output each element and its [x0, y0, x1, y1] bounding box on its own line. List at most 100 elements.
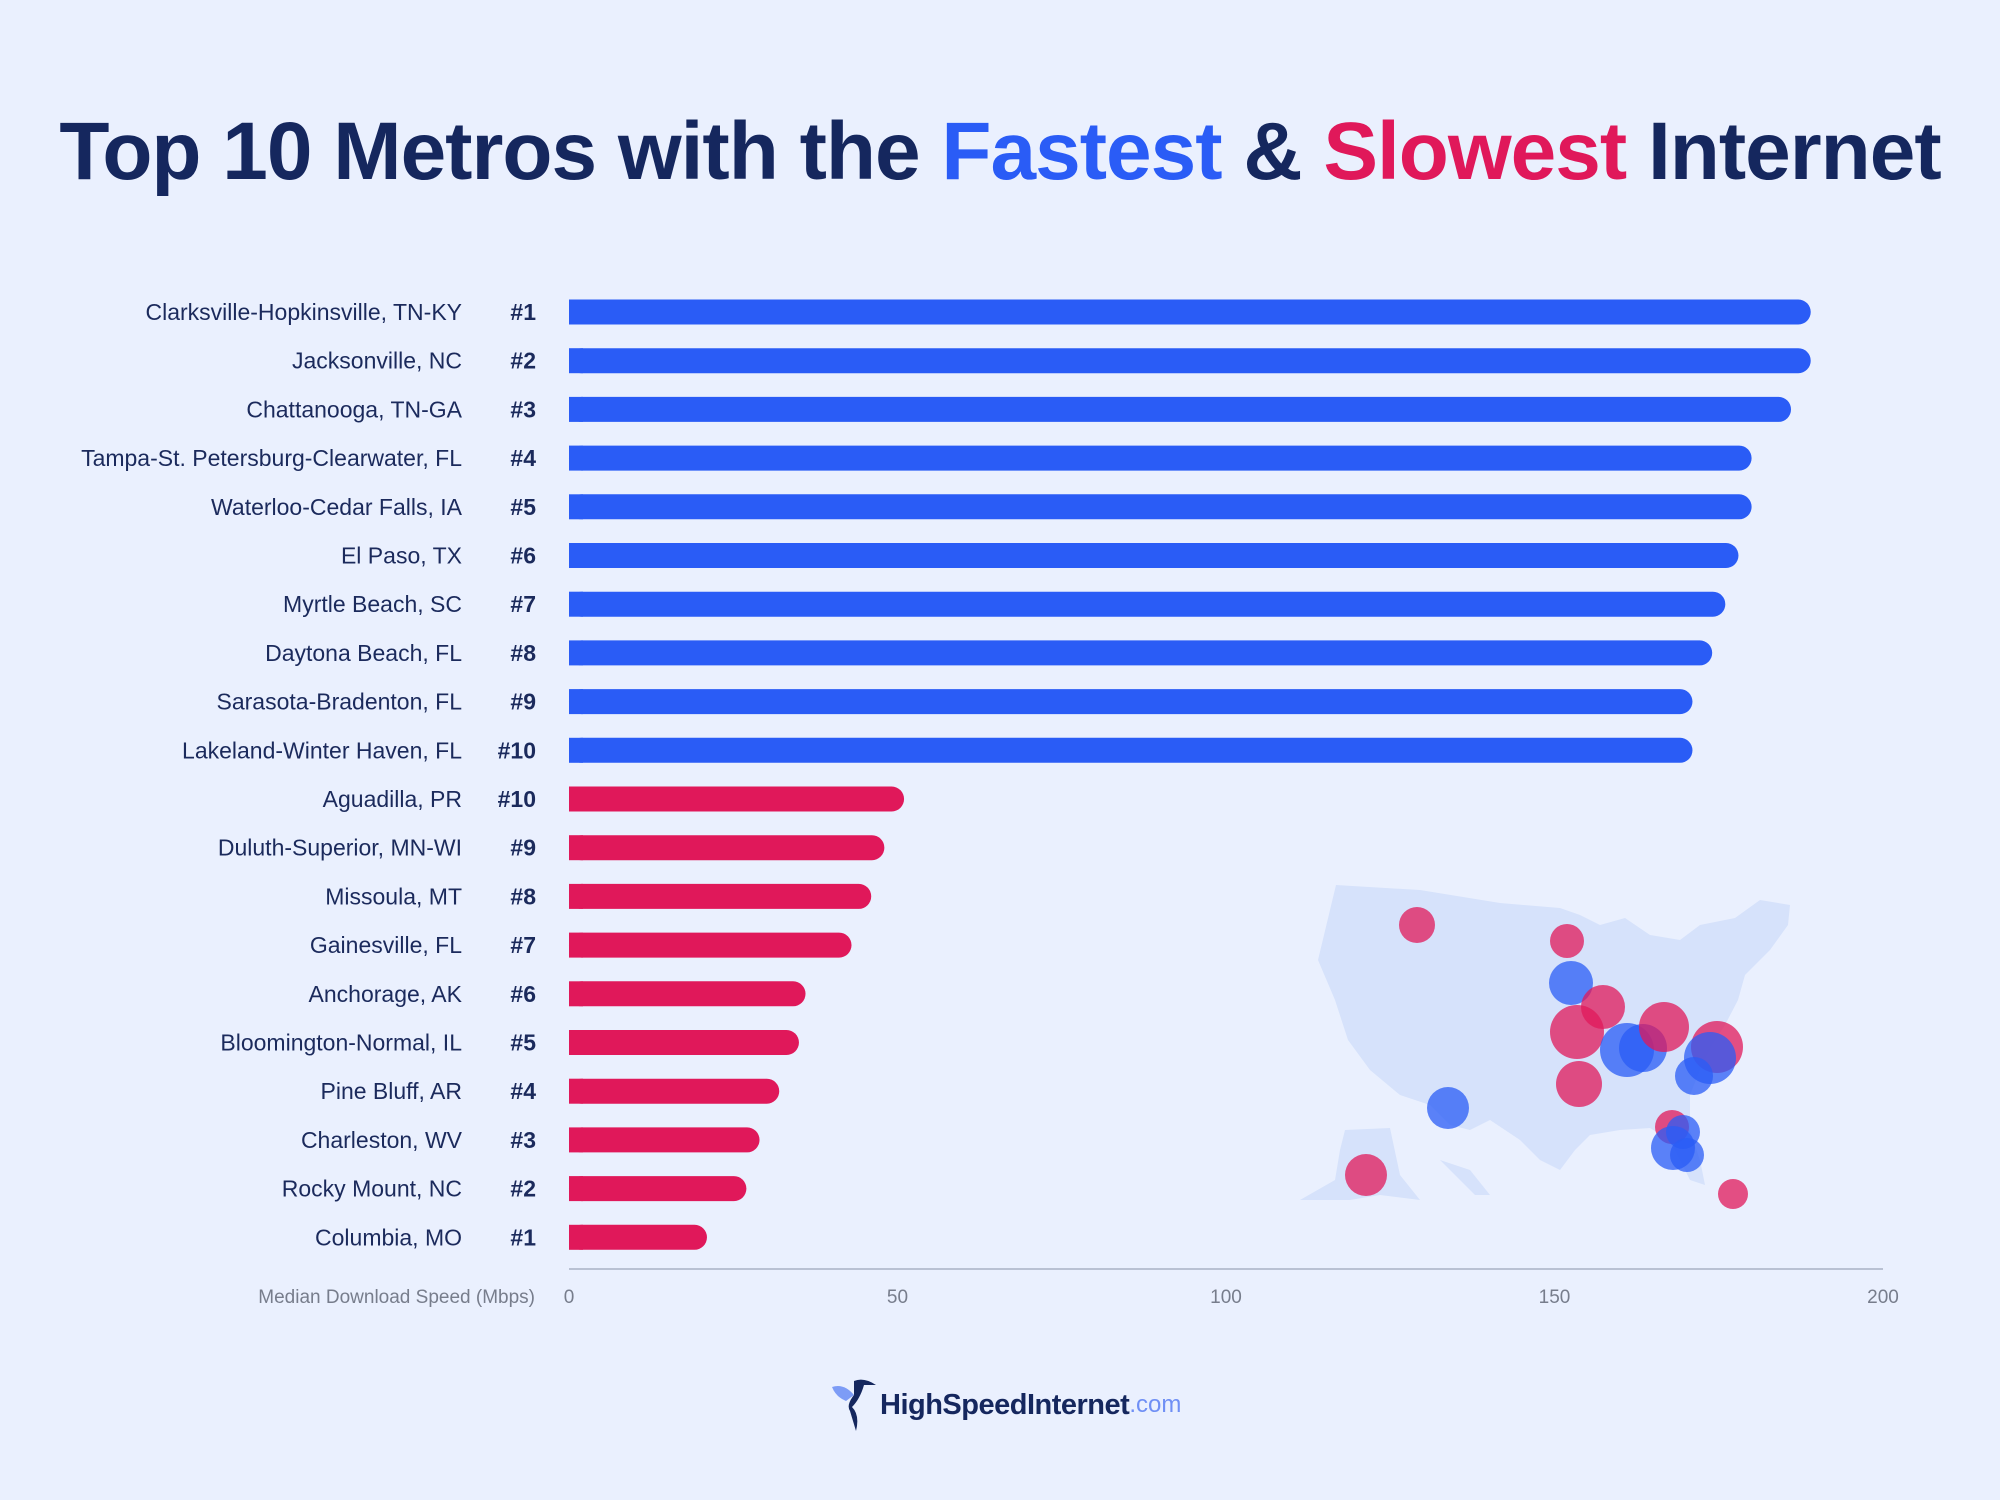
rank-label: #2 [510, 348, 536, 374]
bar-base [569, 640, 583, 666]
category-label: Duluth-Superior, MN-WI [218, 835, 462, 861]
logo-name: HighSpeedInternet [880, 1388, 1130, 1421]
bar-base [569, 396, 583, 422]
category-label: Missoula, MT [325, 883, 462, 909]
rank-label: #5 [510, 494, 536, 520]
rank-label: #3 [510, 396, 536, 422]
bar-base [569, 835, 583, 861]
category-label: Anchorage, AK [309, 981, 463, 1007]
fast-bar [569, 494, 1752, 520]
category-label: Columbia, MO [315, 1224, 462, 1250]
rank-label: #7 [510, 932, 536, 958]
metro-bubble [1718, 1179, 1748, 1209]
fast-bar [569, 299, 1811, 325]
slow-bar [569, 981, 806, 1007]
rank-label: #9 [510, 689, 536, 715]
us-map [1300, 885, 1790, 1209]
brand-logo: HighSpeedInternet .com [830, 1375, 1181, 1435]
bar-base [569, 591, 583, 617]
category-label: Myrtle Beach, SC [283, 591, 462, 617]
rank-label: #4 [510, 1078, 536, 1104]
category-label: Daytona Beach, FL [265, 640, 462, 666]
rank-label: #10 [498, 737, 536, 763]
x-axis-label: Median Download Speed (Mbps) [258, 1287, 535, 1308]
fast-bar [569, 689, 1693, 715]
fast-bar [569, 591, 1726, 617]
logo-tld: .com [1129, 1391, 1182, 1418]
bar-base [569, 689, 583, 715]
metro-bubble [1670, 1138, 1704, 1172]
title-slowest: Slowest [1323, 106, 1627, 197]
category-label: Waterloo-Cedar Falls, IA [211, 494, 463, 520]
category-label: Charleston, WV [301, 1127, 463, 1153]
chart-title: Top 10 Metros with the Fastest & Slowest… [0, 105, 2000, 199]
fast-bar [569, 543, 1739, 568]
rank-label: #1 [510, 1224, 536, 1250]
metro-bubble [1345, 1154, 1387, 1196]
slow-bar [569, 786, 905, 812]
bar-base [569, 737, 583, 763]
slow-bar [569, 1127, 760, 1153]
rank-label: #10 [498, 786, 536, 812]
bar-base [569, 445, 583, 471]
bar-base [569, 494, 583, 520]
slow-bar [569, 1224, 707, 1250]
category-label: Tampa-St. Petersburg-Clearwater, FL [81, 445, 462, 471]
bar-base [569, 543, 583, 568]
rank-label: #1 [510, 299, 536, 325]
category-label: Bloomington-Normal, IL [220, 1030, 462, 1056]
x-tick-label: 200 [1867, 1287, 1899, 1308]
rank-label: #6 [510, 543, 536, 569]
category-label: Chattanooga, TN-GA [246, 396, 462, 422]
title-text: Top 10 Metros with the [59, 106, 942, 197]
fast-bar [569, 396, 1792, 422]
title-text-end: Internet [1626, 106, 1942, 197]
bar-base [569, 348, 583, 374]
category-label: Sarasota-Bradenton, FL [217, 689, 463, 715]
category-label: El Paso, TX [341, 543, 462, 569]
metro-bubble [1549, 961, 1593, 1005]
category-label: Jacksonville, NC [292, 348, 462, 374]
metro-bubble [1550, 1005, 1604, 1059]
slow-bar [569, 932, 852, 958]
fast-bar [569, 445, 1752, 471]
fast-bar [569, 640, 1713, 666]
category-label: Clarksville-Hopkinsville, TN-KY [145, 299, 462, 325]
metro-bubble [1399, 907, 1435, 943]
bar-base [569, 883, 583, 909]
metro-bubble [1427, 1087, 1469, 1129]
rank-label: #9 [510, 835, 536, 861]
slow-bar [569, 1078, 780, 1104]
bar-base [569, 786, 583, 812]
metro-bubble [1550, 924, 1584, 958]
title-amp: & [1221, 106, 1324, 197]
bar-base [569, 299, 583, 325]
bird-logo-icon [832, 1379, 876, 1431]
bar-base [569, 1030, 583, 1055]
bar-base [569, 1078, 583, 1104]
rank-label: #3 [510, 1127, 536, 1153]
rank-label: #2 [510, 1176, 536, 1202]
category-label: Lakeland-Winter Haven, FL [182, 737, 462, 763]
category-label: Pine Bluff, AR [321, 1078, 463, 1104]
category-label: Gainesville, FL [310, 932, 462, 958]
fast-bar [569, 348, 1811, 374]
slow-bar [569, 883, 872, 909]
slow-bar [569, 1176, 747, 1202]
rank-label: #5 [510, 1030, 536, 1056]
x-tick-label: 0 [564, 1287, 575, 1308]
x-tick-label: 50 [887, 1287, 908, 1308]
rank-label: #6 [510, 981, 536, 1007]
metro-bubble [1556, 1061, 1602, 1107]
title-fastest: Fastest [941, 106, 1222, 197]
rank-label: #7 [510, 591, 536, 617]
bar-base [569, 981, 583, 1007]
slow-bar [569, 1030, 799, 1055]
rank-label: #8 [510, 883, 536, 909]
bar-base [569, 932, 583, 958]
x-tick-label: 150 [1539, 1287, 1571, 1308]
category-label: Aguadilla, PR [323, 786, 462, 812]
category-label: Rocky Mount, NC [282, 1176, 462, 1202]
rank-label: #4 [510, 445, 536, 471]
